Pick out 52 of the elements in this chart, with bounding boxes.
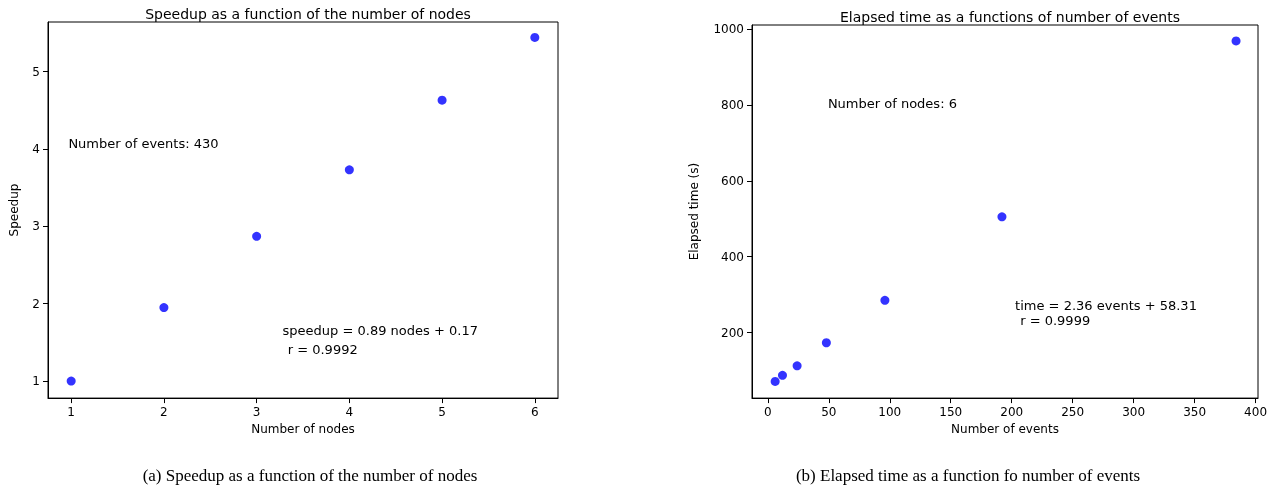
x-tick-label: 100 (878, 405, 902, 420)
x-tick-label: 50 (821, 405, 837, 420)
x-tick-label: 350 (1183, 405, 1207, 420)
x-tick-label: 400 (1244, 405, 1268, 420)
point (252, 231, 262, 241)
point (770, 376, 780, 386)
y-tick-label: 800 (721, 98, 744, 112)
annotation: r = 0.9999 (1020, 312, 1091, 328)
annotation: Number of nodes: 6 (827, 96, 957, 112)
y-tick-label: 5 (32, 64, 40, 79)
point (530, 32, 540, 42)
x-tick-label: 250 (1061, 405, 1085, 420)
y-tick-label: 1 (32, 374, 40, 389)
x-tick-label: 0 (764, 405, 772, 420)
annotation: Number of events: 430 (68, 135, 219, 151)
point (1231, 36, 1241, 46)
text: (a) Speedup as a function of the number of nodes (141, 466, 479, 486)
y-tick-label: 4 (32, 141, 40, 156)
x-tick-label: 2 (160, 405, 168, 420)
y-tick-label: 200 (721, 325, 744, 340)
point (777, 370, 787, 380)
point (159, 303, 169, 313)
x-tick-label: 1 (67, 405, 75, 420)
x-tick-label: 6 (531, 405, 539, 420)
x-tick-label: 200 (1000, 405, 1024, 420)
x-axis-title: Number of nodes (251, 422, 355, 436)
annotation: time = 2.36 events + 58.31 (1015, 297, 1197, 313)
chart-title: Elapsed time as a functions of number of events (840, 9, 1180, 25)
x-tick-label: 150 (939, 405, 963, 420)
x-tick-label: 5 (438, 405, 446, 420)
y-tick-label: 3 (32, 219, 40, 234)
point (880, 295, 890, 305)
chart-title: Speedup as a function of the number of nodes (145, 6, 471, 22)
y-axis-title: Elapsed time (s) (687, 162, 701, 261)
point (437, 95, 447, 105)
annotation: speedup = 0.89 nodes + 0.17 (282, 322, 478, 338)
point (821, 338, 831, 348)
annotation: r = 0.9992 (287, 341, 358, 357)
y-tick-label: 1000 (713, 22, 744, 37)
y-tick-label: 600 (721, 173, 744, 188)
y-axis-title: Speedup (7, 183, 21, 237)
point (997, 212, 1007, 222)
x-tick-label: 3 (252, 405, 261, 420)
point (792, 361, 802, 371)
text: (b) Elapsed time as a function fo number of events (794, 466, 1142, 486)
point (344, 165, 354, 175)
y-tick-label: 400 (721, 249, 744, 264)
x-tick-label: 4 (345, 405, 354, 420)
point (66, 376, 76, 386)
x-tick-label: 300 (1122, 405, 1146, 420)
x-axis-title: Number of events (951, 422, 1059, 436)
y-tick-label: 2 (32, 296, 40, 311)
